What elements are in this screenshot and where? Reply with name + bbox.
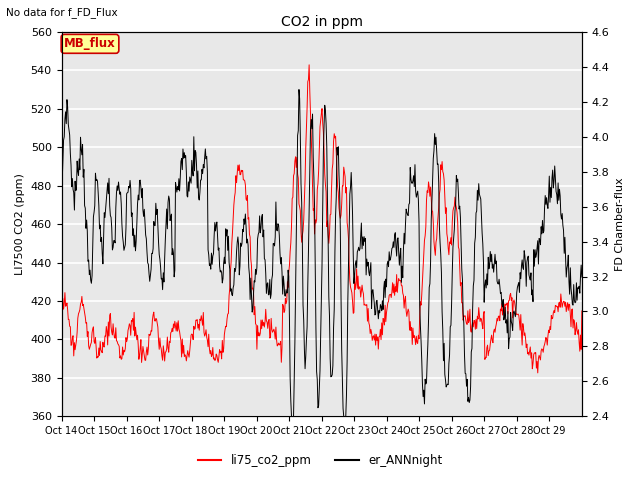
Legend: li75_co2_ppm, er_ANNnight: li75_co2_ppm, er_ANNnight [193,449,447,472]
Title: CO2 in ppm: CO2 in ppm [281,15,363,29]
Y-axis label: LI7500 CO2 (ppm): LI7500 CO2 (ppm) [15,173,25,275]
Text: No data for f_FD_Flux: No data for f_FD_Flux [6,7,118,18]
Y-axis label: FD Chamber-flux: FD Chamber-flux [615,177,625,271]
Text: MB_flux: MB_flux [64,37,116,50]
